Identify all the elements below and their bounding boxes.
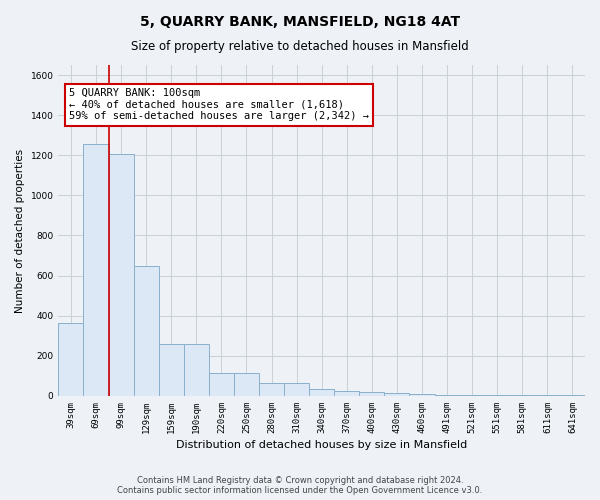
Bar [385, 393, 409, 396]
Bar [234, 373, 259, 396]
Bar [309, 389, 334, 396]
Text: Contains HM Land Registry data © Crown copyright and database right 2024.
Contai: Contains HM Land Registry data © Crown c… [118, 476, 482, 495]
X-axis label: Distribution of detached houses by size in Mansfield: Distribution of detached houses by size … [176, 440, 467, 450]
Bar [284, 383, 309, 396]
Bar [184, 344, 209, 396]
Bar [460, 395, 485, 396]
Bar [535, 395, 560, 396]
Bar [259, 383, 284, 396]
Text: 5, QUARRY BANK, MANSFIELD, NG18 4AT: 5, QUARRY BANK, MANSFIELD, NG18 4AT [140, 15, 460, 29]
Bar [434, 395, 460, 396]
Y-axis label: Number of detached properties: Number of detached properties [15, 148, 25, 312]
Bar [134, 266, 159, 396]
Bar [159, 344, 184, 396]
Text: 5 QUARRY BANK: 100sqm
← 40% of detached houses are smaller (1,618)
59% of semi-d: 5 QUARRY BANK: 100sqm ← 40% of detached … [69, 88, 369, 122]
Text: Size of property relative to detached houses in Mansfield: Size of property relative to detached ho… [131, 40, 469, 53]
Bar [409, 394, 434, 396]
Bar [109, 154, 134, 396]
Bar [510, 395, 535, 396]
Bar [83, 144, 109, 396]
Bar [359, 392, 385, 396]
Bar [485, 395, 510, 396]
Bar [58, 322, 83, 396]
Bar [334, 391, 359, 396]
Bar [560, 395, 585, 396]
Bar [209, 373, 234, 396]
